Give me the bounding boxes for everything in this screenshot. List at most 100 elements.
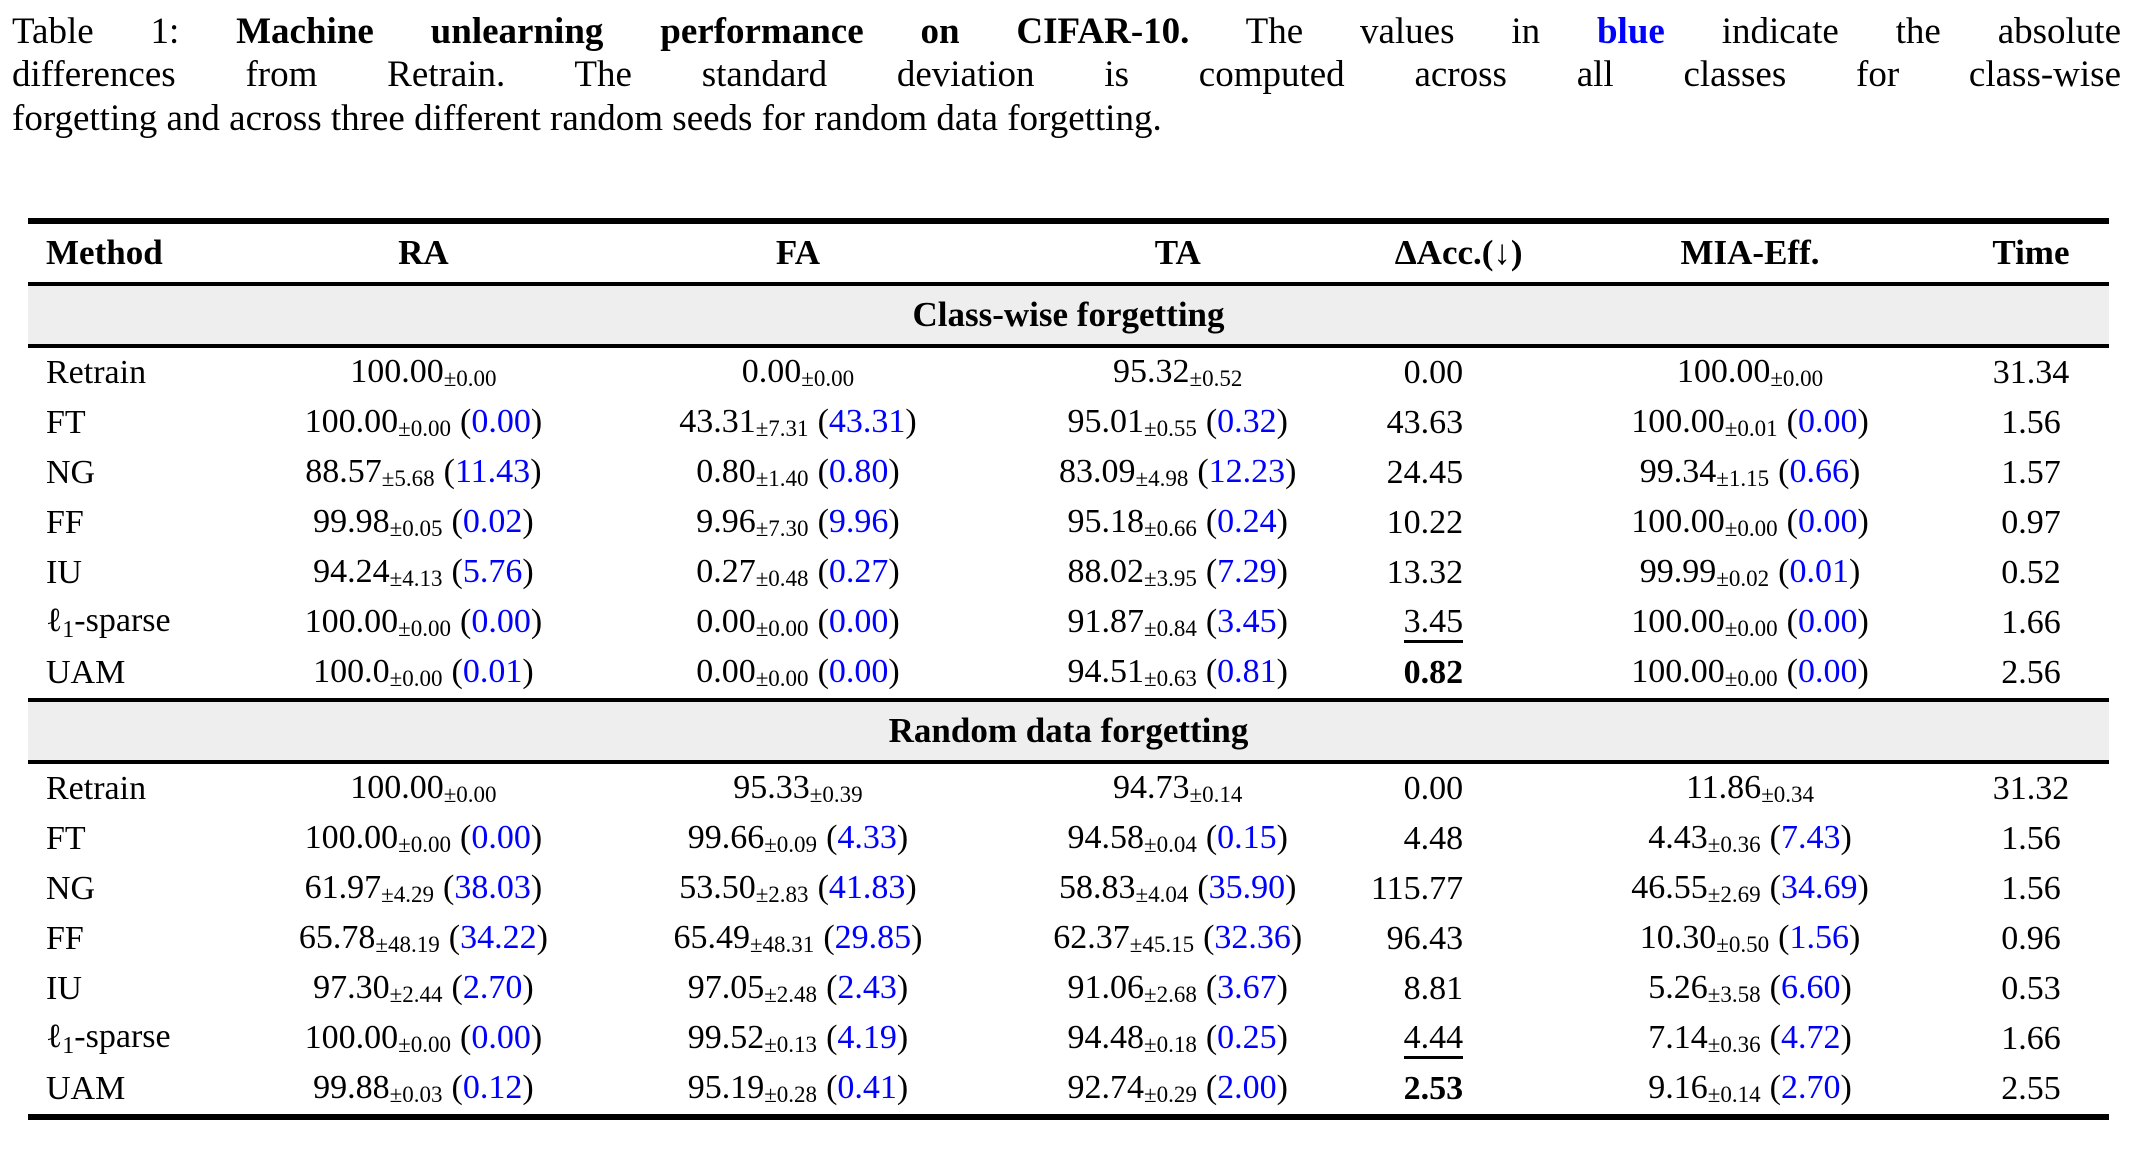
fa-cell: 43.31±7.31 (43.31) <box>611 398 986 448</box>
paren: ( <box>1197 453 1209 491</box>
paren: ( <box>1769 869 1781 907</box>
ta-cell: 91.06±2.68 (3.67) <box>985 964 1370 1014</box>
cell-std: ±4.04 <box>1135 882 1189 908</box>
cell-diff: 0.27 <box>828 553 889 591</box>
cell-std: ±4.98 <box>1135 466 1189 492</box>
table-row: FF 65.78±48.19 (34.22) 65.49±48.31 (29.85) 62… <box>28 914 2109 964</box>
table-row: IU 94.24±4.13 (5.76) 0.27±0.48 (0.27) 88.02±3… <box>28 548 2109 598</box>
header-row: Method RA FA TA ΔAcc.(↓) MIA-Eff. Time <box>28 220 2109 286</box>
table-caption: Table 1: Machine unlearning performance … <box>0 0 2137 140</box>
results-table: Method RA FA TA ΔAcc.(↓) MIA-Eff. Time Class-w… <box>28 217 2109 1120</box>
fa-cell: 0.27±0.48 (0.27) <box>611 548 986 598</box>
cell-diff: 2.43 <box>837 969 897 1007</box>
paren: ) <box>522 969 534 1007</box>
paren: ) <box>1840 819 1852 857</box>
cell-value: 100.00 <box>1631 403 1725 441</box>
fa-cell: 0.80±1.40 (0.80) <box>611 448 986 498</box>
paren: ( <box>442 869 455 907</box>
cell-diff: 3.67 <box>1217 969 1277 1007</box>
cell-diff: 2.70 <box>1780 1069 1841 1107</box>
paren: ) <box>888 553 900 591</box>
time-cell: 2.56 <box>2001 653 2061 691</box>
paren: ) <box>536 919 548 957</box>
paren: ) <box>530 1019 543 1057</box>
cell-value: 100.00 <box>1676 353 1771 391</box>
paren: ( <box>1786 603 1798 641</box>
cell-std: ±45.15 <box>1129 932 1195 958</box>
paren: ( <box>1778 453 1790 491</box>
paren: ) <box>1276 503 1288 541</box>
cell-std: ±3.58 <box>1707 982 1761 1008</box>
paren: ) <box>1840 969 1852 1007</box>
delta-acc-cell: 96.43 <box>1370 914 1547 964</box>
paren: ) <box>905 869 917 907</box>
cell-std: ±7.30 <box>755 516 809 542</box>
cell-std: ±0.52 <box>1189 366 1243 392</box>
paren: ( <box>1205 653 1218 691</box>
cell-diff: 0.80 <box>828 453 889 491</box>
paren: ) <box>888 653 900 691</box>
ta-cell: 94.51±0.63 (0.81) <box>985 648 1370 700</box>
delta-acc-value: 115.77 <box>1370 869 1464 907</box>
cell-diff: 0.32 <box>1217 403 1277 441</box>
cell-std: ±0.05 <box>389 516 443 542</box>
ta-cell: 94.58±0.04 (0.15) <box>985 814 1370 864</box>
cell-diff: 29.85 <box>834 919 912 957</box>
paren: ) <box>896 1069 909 1107</box>
delta-acc-value: 24.45 <box>1386 453 1464 491</box>
cell-value: 95.19 <box>687 1069 765 1107</box>
time-cell: 0.96 <box>2001 919 2061 957</box>
paren: ) <box>888 603 900 641</box>
paren: ( <box>451 653 463 691</box>
method-cell: FT <box>28 398 236 448</box>
delta-acc-value: 0.00 <box>1403 353 1464 391</box>
paren: ( <box>1205 403 1218 441</box>
paren: ( <box>1769 969 1781 1007</box>
paren: ) <box>1857 869 1869 907</box>
column-header: Time <box>1952 220 2109 286</box>
cell-value: 0.27 <box>696 553 756 591</box>
delta-acc-value: 13.32 <box>1386 553 1464 591</box>
paren: ( <box>1778 553 1790 591</box>
ra-cell: 97.30±2.44 (2.70) <box>236 964 611 1014</box>
cell-std: ±0.00 <box>389 666 443 692</box>
cell-value: 99.99 <box>1639 553 1717 591</box>
cell-std: ±0.00 <box>443 782 497 808</box>
ra-cell: 88.57±5.68 (11.43) <box>236 448 611 498</box>
cell-diff: 11.43 <box>454 453 531 491</box>
mia-cell: 99.99±0.02 (0.01) <box>1547 548 1953 598</box>
paren: ( <box>817 553 829 591</box>
cell-std: ±0.34 <box>1761 782 1815 808</box>
table-row: NG 61.97±4.29 (38.03) 53.50±2.83 (41.83) 58.8… <box>28 864 2109 914</box>
ra-cell: 99.98±0.05 (0.02) <box>236 498 611 548</box>
paren: ( <box>1205 1019 1218 1057</box>
cell-std: ±0.00 <box>1724 666 1778 692</box>
cell-std: ±0.36 <box>1707 1032 1761 1058</box>
ra-cell: 100.00±0.00 (0.00) <box>236 398 611 448</box>
cell-value: 46.55 <box>1631 869 1708 907</box>
caption-text: The values in <box>1189 11 1597 52</box>
paren: ( <box>826 819 838 857</box>
method-cell: Retrain <box>28 346 236 398</box>
time-cell: 1.56 <box>2001 819 2061 857</box>
cell-value: 0.00 <box>741 353 802 391</box>
ra-cell: 61.97±4.29 (38.03) <box>236 864 611 914</box>
cell-std: ±0.28 <box>764 1082 818 1108</box>
fa-cell: 0.00±0.00 (0.00) <box>611 598 986 648</box>
cell-diff: 0.00 <box>1797 653 1858 691</box>
cell-value: 94.24 <box>313 553 390 591</box>
delta-acc-cell: 4.48 <box>1370 814 1547 864</box>
mia-cell: 4.43±0.36 (7.43) <box>1547 814 1953 864</box>
caption-text: indicate the absolute <box>1664 11 2122 52</box>
delta-acc-cell: 43.63 <box>1370 398 1547 448</box>
paren: ( <box>817 453 829 491</box>
paren: ( <box>1205 1069 1218 1107</box>
cell-std: ±0.00 <box>398 832 451 858</box>
cell-std: ±0.00 <box>755 616 809 642</box>
mia-cell: 7.14±0.36 (4.72) <box>1547 1014 1953 1064</box>
fa-cell: 9.96±7.30 (9.96) <box>611 498 986 548</box>
cell-value: 94.73 <box>1113 769 1190 807</box>
time-cell: 31.32 <box>1992 769 2070 807</box>
mia-cell: 100.00±0.00 (0.00) <box>1547 648 1953 700</box>
cell-value: 5.26 <box>1648 969 1708 1007</box>
